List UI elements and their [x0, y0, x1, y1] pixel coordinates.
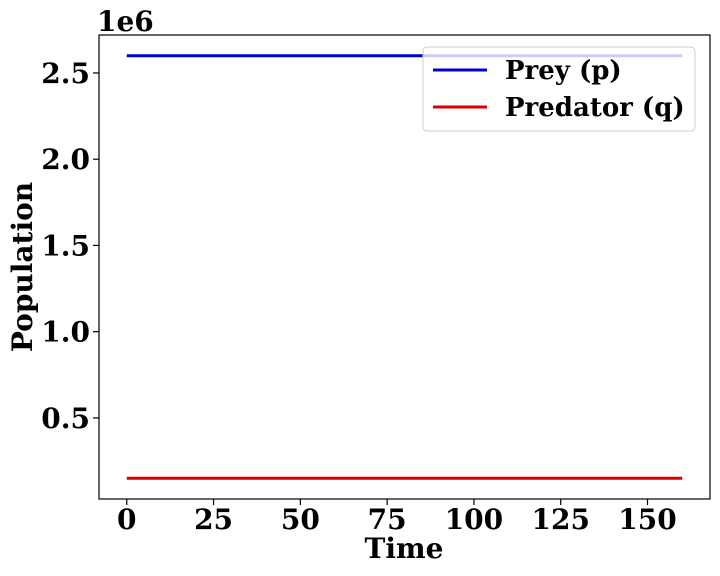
y-axis-label: Population	[6, 182, 39, 352]
x-tick-label: 50	[281, 503, 320, 536]
legend-label-1: Predator (q)	[505, 93, 685, 123]
plot-frame	[98, 34, 711, 500]
y-tick-label: 1.5	[41, 229, 90, 262]
legend-label-0: Prey (p)	[505, 56, 622, 86]
legend-box	[422, 46, 696, 132]
x-tick-label: 75	[368, 503, 407, 536]
y-axis-offset-label: 1e6	[97, 5, 154, 38]
x-tick-label: 150	[618, 503, 676, 536]
x-tick-label: 0	[117, 503, 136, 536]
y-tick-label: 0.5	[41, 402, 90, 435]
legend: Prey (p) Predator (q)	[422, 46, 696, 132]
y-tick-label: 2.5	[41, 57, 90, 90]
y-tick-label: 1.0	[41, 316, 90, 349]
x-tick-label: 100	[445, 503, 503, 536]
x-tick-label: 25	[194, 503, 233, 536]
x-axis-label: Time	[365, 532, 444, 565]
legend-entries: Prey (p) Predator (q)	[433, 56, 685, 123]
x-tick-label: 125	[531, 503, 589, 536]
y-axis-ticks: 0.5 1.0 1.5 2.0 2.5	[41, 57, 99, 435]
x-axis-ticks: 0 25 50 75 100 125 150	[117, 499, 677, 536]
y-tick-label: 2.0	[41, 143, 90, 176]
